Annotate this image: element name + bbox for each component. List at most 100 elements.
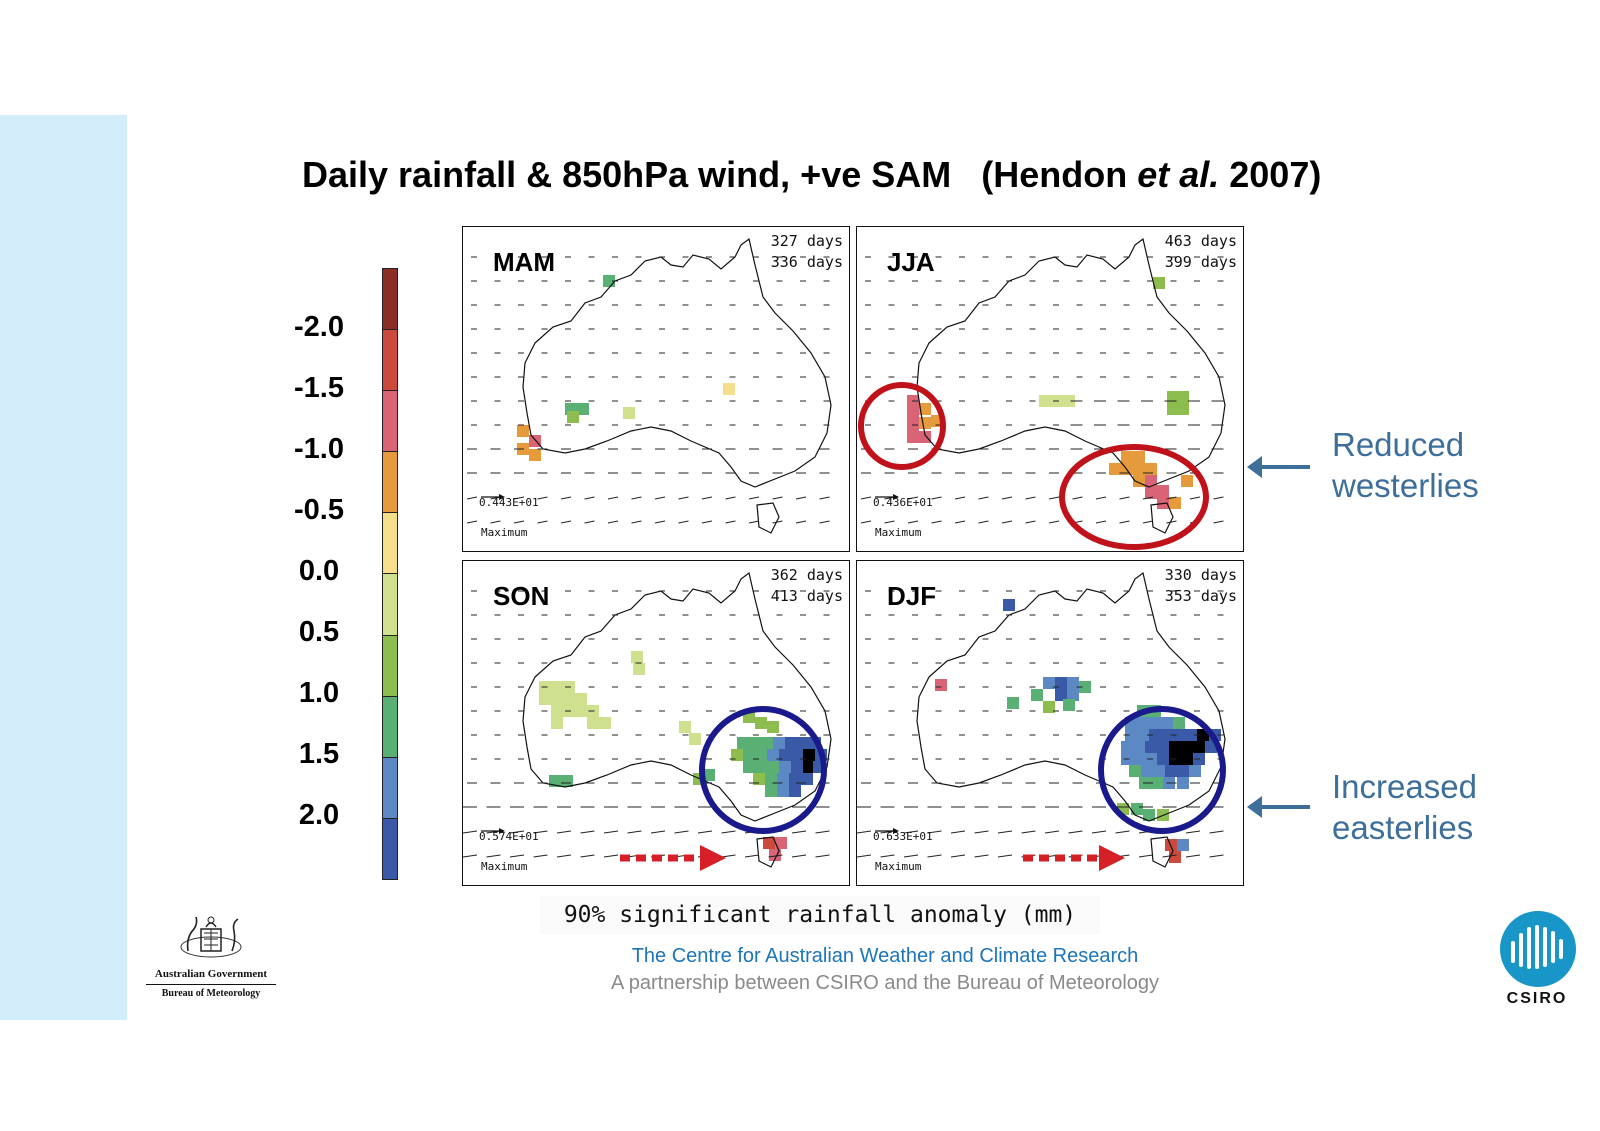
panel-mam: MAM 327 days 336 days 0.443E+01 Maximum bbox=[462, 226, 850, 552]
rainfall-cell bbox=[809, 737, 821, 749]
bom-logo: Australian Government Bureau of Meteorol… bbox=[146, 913, 276, 999]
title-close: 2007) bbox=[1219, 154, 1322, 195]
colorbar-segment bbox=[383, 452, 397, 514]
rainfall-cell bbox=[743, 711, 755, 723]
rainfall-cell bbox=[1063, 699, 1075, 711]
rainfall-cell bbox=[1133, 451, 1145, 463]
rainfall-cell bbox=[1169, 497, 1181, 509]
colorbar-tick-label: 1.5 bbox=[298, 738, 340, 770]
max-vector-value: 0.633E+01 bbox=[873, 830, 933, 843]
max-vector-label: Maximum bbox=[481, 860, 528, 873]
max-vector-value: 0.443E+01 bbox=[479, 496, 539, 509]
rainfall-cell bbox=[575, 705, 587, 717]
days-label: 330 days 353 days bbox=[1164, 566, 1237, 605]
map-mam bbox=[466, 237, 832, 534]
rainfall-cell bbox=[767, 721, 779, 733]
rainfall-cell bbox=[551, 693, 563, 705]
title-main: Daily rainfall & 850hPa wind, +ve SAM bbox=[302, 154, 952, 195]
colorbar-tick-label: -1.5 bbox=[294, 372, 344, 404]
rainfall-cell bbox=[765, 785, 777, 797]
rainfall-cell bbox=[777, 785, 789, 797]
colorbar-tick-label: -0.5 bbox=[294, 494, 344, 526]
rainfall-cell bbox=[767, 761, 779, 773]
colorbar-segment bbox=[383, 269, 397, 331]
rainfall-cell bbox=[1181, 741, 1193, 753]
season-label: JJA bbox=[887, 247, 935, 277]
colorbar-segment bbox=[383, 330, 397, 392]
coat-of-arms-icon bbox=[180, 916, 242, 958]
colorbar-segment bbox=[383, 391, 397, 453]
colorbar-tick-label: -1.0 bbox=[294, 433, 344, 465]
title-open: (Hendon bbox=[981, 154, 1138, 195]
gov-line: Australian Government bbox=[146, 968, 276, 985]
rainfall-cell bbox=[587, 717, 599, 729]
season-label: MAM bbox=[493, 247, 556, 277]
colorbar-segment bbox=[383, 513, 397, 575]
colorbar-segment bbox=[383, 696, 397, 758]
australia-coastline bbox=[522, 237, 832, 488]
rainfall-cell bbox=[779, 761, 791, 773]
wind-vectors bbox=[860, 256, 1224, 524]
rainfall-cell bbox=[919, 417, 931, 429]
rainfall-cell bbox=[551, 705, 563, 717]
rainfall-cell bbox=[1177, 391, 1189, 403]
rainfall-cell bbox=[1039, 395, 1051, 407]
rainfall-cell bbox=[1177, 765, 1189, 777]
rainfall-cell bbox=[1161, 717, 1173, 729]
days-label: 362 days 413 days bbox=[770, 566, 843, 605]
increased-easterlies-label: Increased easterlies bbox=[1332, 768, 1477, 846]
rainfall-cell bbox=[723, 383, 735, 395]
rainfall-cell bbox=[1141, 765, 1153, 777]
australia-coastline bbox=[522, 571, 832, 822]
rainfall-cell bbox=[1167, 403, 1179, 415]
rainfall-cell bbox=[935, 679, 947, 691]
rainfall-cell bbox=[813, 761, 825, 773]
rainfall-cell bbox=[561, 775, 573, 787]
season-label: DJF bbox=[887, 581, 937, 611]
rainfall-cell bbox=[775, 837, 787, 849]
tasmania-coastline bbox=[756, 502, 780, 534]
rainfall-cell bbox=[577, 403, 589, 415]
rainfall-cell bbox=[1063, 395, 1075, 407]
rainfall-cell bbox=[1149, 717, 1161, 729]
bureau-line: Bureau of Meteorology bbox=[161, 988, 261, 999]
rainfall-cell bbox=[791, 761, 803, 773]
max-vector-label: Maximum bbox=[481, 526, 528, 539]
rainfall-cell bbox=[1055, 677, 1067, 689]
colorbar-tick-label: 0.0 bbox=[298, 555, 340, 587]
rainfall-cell bbox=[551, 717, 563, 729]
days-label: 327 days 336 days bbox=[770, 232, 843, 271]
rainfall-cell bbox=[1079, 681, 1091, 693]
rainfall-cell bbox=[1055, 689, 1067, 701]
max-vector-value: 0.436E+01 bbox=[873, 496, 933, 509]
rainfall-cell bbox=[575, 693, 587, 705]
rainfall-cell bbox=[763, 837, 775, 849]
rainfall-cell bbox=[1181, 753, 1193, 765]
partnership-line: A partnership between CSIRO and the Bure… bbox=[610, 972, 1160, 994]
reduced-westerlies-label: Reduced westerlies bbox=[1332, 426, 1479, 504]
rainfall-cell bbox=[1003, 599, 1015, 611]
reduced-westerlies-arrow bbox=[1247, 456, 1310, 478]
rainfall-cell bbox=[1169, 741, 1181, 753]
rainfall-cell bbox=[1031, 689, 1043, 701]
rainfall-cell bbox=[1189, 765, 1201, 777]
rainfall-cell bbox=[1193, 741, 1205, 753]
increased-easterlies-arrow bbox=[1247, 796, 1310, 818]
rainfall-cell bbox=[797, 737, 809, 749]
rainfall-cell bbox=[1157, 485, 1169, 497]
colorbar-segment bbox=[383, 635, 397, 697]
rainfall-cell bbox=[1133, 753, 1145, 765]
colorbar-tick-label: 1.0 bbox=[298, 677, 340, 709]
rainfall-cell bbox=[1137, 717, 1149, 729]
colorbar-tick-label: 0.5 bbox=[298, 616, 340, 648]
figure-caption: 90% significant rainfall anomaly (mm) bbox=[540, 896, 1100, 934]
rainfall-cell bbox=[703, 769, 715, 781]
rainfall-cell bbox=[1205, 741, 1217, 753]
rainfall-cell bbox=[1173, 717, 1185, 729]
tasmania-coastline bbox=[1150, 836, 1174, 868]
rainfall-cell bbox=[567, 411, 579, 423]
rainfall-cell bbox=[1043, 677, 1055, 689]
rainfall-cell bbox=[1109, 463, 1121, 475]
panel-jja: JJA 463 days 399 days 0.436E+01 Maximum bbox=[856, 226, 1244, 552]
australia-coastline bbox=[916, 237, 1226, 488]
